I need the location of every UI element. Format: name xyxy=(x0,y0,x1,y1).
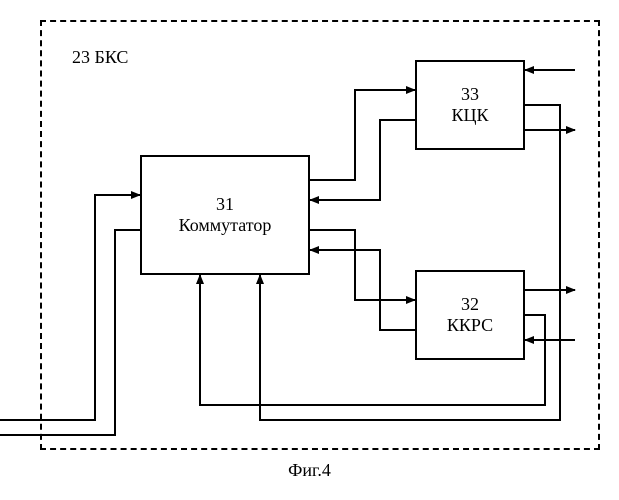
commutator-label: Коммутатор xyxy=(179,215,272,236)
commutator-number: 31 xyxy=(216,194,234,215)
kkrc-label: ККРС xyxy=(447,315,493,336)
kck-block: 33 КЦК xyxy=(415,60,525,150)
kck-number: 33 xyxy=(461,84,479,105)
container-label-text: БКС xyxy=(95,47,129,67)
kck-label: КЦК xyxy=(451,105,488,126)
kkrc-number: 32 xyxy=(461,294,479,315)
container-number: 23 xyxy=(72,47,90,67)
commutator-block: 31 Коммутатор xyxy=(140,155,310,275)
bks-container-label: 23 БКС xyxy=(72,47,128,68)
kkrc-block: 32 ККРС xyxy=(415,270,525,360)
caption-text: Фиг.4 xyxy=(288,460,331,480)
figure-caption: Фиг.4 xyxy=(0,460,619,481)
